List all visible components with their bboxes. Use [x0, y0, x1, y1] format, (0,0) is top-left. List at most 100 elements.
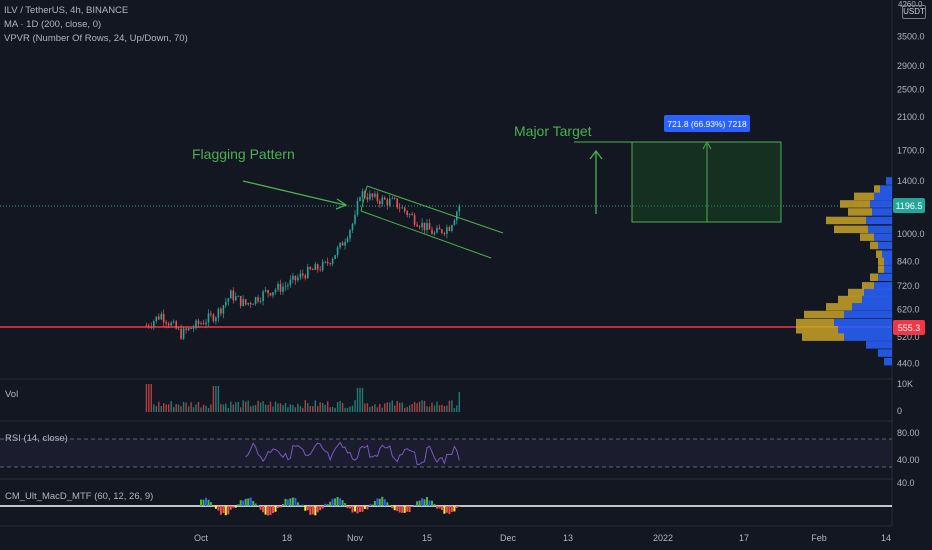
macd-bar: [262, 506, 265, 513]
candle: [344, 238, 346, 250]
price-axis[interactable]: 3500.0 2900.0 2500.0 2100.0 1700.0 1400.0 1000…: [897, 31, 925, 368]
volume-bar: [359, 388, 361, 412]
macd-bar: [423, 499, 426, 506]
candle: [339, 242, 341, 250]
macd-bar: [247, 498, 250, 506]
macd-bar: [445, 506, 448, 513]
legend-symbol[interactable]: ILV / TetherUS, 4h, BINANCE: [4, 5, 128, 16]
volume-bar: [267, 404, 269, 412]
flag-arrow[interactable]: [242, 180, 348, 210]
target-arrow[interactable]: [589, 149, 603, 214]
candle: [423, 222, 426, 235]
volume-bar: [456, 405, 458, 412]
macd-bar: [259, 506, 262, 510]
time-axis[interactable]: Oct 18 Nov 15 Dec 13 2022 17 Feb 14: [194, 533, 891, 543]
volume-bar: [210, 404, 212, 412]
volume-bar: [453, 408, 456, 412]
macd-bar: [408, 506, 411, 512]
macd-bar: [279, 506, 282, 508]
candle: [458, 203, 461, 217]
volume-bar: [222, 404, 225, 412]
volume-bar: [250, 406, 252, 412]
macd-bar: [436, 506, 438, 509]
flag-channel[interactable]: [360, 185, 504, 259]
macd-bar: [207, 499, 210, 506]
candle: [145, 322, 148, 327]
candle: [177, 327, 180, 331]
volume-bar: [406, 407, 408, 412]
candle: [416, 221, 418, 227]
vpvr-row: [796, 326, 892, 334]
legend-vpvr[interactable]: VPVR (Number Of Rows, 24, Up/Down, 70): [4, 33, 188, 44]
volume-bar: [391, 400, 393, 412]
macd-bar: [232, 506, 235, 508]
candle: [222, 304, 225, 319]
volume-bar: [396, 400, 398, 412]
macd-bar: [301, 504, 304, 506]
target-range-box[interactable]: [631, 140, 782, 223]
legend-ma[interactable]: MA · 1D (200, close, 0): [4, 19, 101, 30]
price-tick-label: 620.0: [897, 304, 920, 314]
vpvr-row: [840, 200, 892, 208]
macd-bar: [448, 506, 451, 514]
volume-bar: [307, 403, 309, 412]
price-tick-label: 3500.0: [897, 31, 925, 41]
volume-bar: [264, 404, 267, 412]
candle: [205, 318, 207, 329]
candle: [215, 315, 217, 325]
candle: [369, 190, 371, 201]
volume-bar: [351, 405, 354, 412]
macd-bar: [406, 506, 409, 512]
volume-bar: [227, 407, 229, 412]
macd-bar: [443, 506, 446, 514]
candle: [220, 307, 222, 317]
volume-bar: [394, 405, 396, 412]
volume-bar: [411, 404, 413, 412]
macd-bar: [252, 500, 255, 506]
candle: [239, 295, 242, 309]
volume-profile: [796, 177, 892, 366]
candle: [346, 235, 349, 244]
volume-bar: [324, 404, 326, 412]
candle: [162, 309, 165, 327]
candle: [326, 257, 329, 266]
volume-bar: [404, 407, 406, 412]
volume-bar: [436, 401, 438, 412]
volume-bar: [195, 404, 197, 412]
macd-bar: [227, 506, 230, 515]
volume-bar: [384, 403, 386, 412]
volume-bar: [314, 400, 316, 412]
volume-bar: [418, 401, 421, 412]
macd-bar: [264, 506, 267, 515]
macd-bar: [428, 500, 431, 506]
volume-bar: [336, 402, 339, 412]
vpvr-row: [870, 241, 892, 250]
candle: [376, 191, 379, 204]
candle: [316, 263, 319, 273]
candle: [307, 263, 309, 279]
volume-bar: [304, 400, 306, 412]
macd-bar: [398, 506, 401, 513]
volume-bar: [361, 388, 364, 412]
macd-bar: [269, 506, 272, 516]
volume-bar: [441, 404, 443, 412]
macd-bar: [388, 505, 391, 506]
volume-bar: [331, 406, 334, 412]
candle: [242, 295, 244, 307]
vpvr-row: [884, 357, 892, 366]
volume-bars: [145, 384, 460, 412]
macd-histogram: [200, 496, 461, 516]
price-tick-label: 1000.0: [897, 229, 925, 239]
currency-badge[interactable]: USDT: [902, 5, 926, 19]
vpvr-row: [802, 333, 892, 341]
volume-bar: [428, 406, 431, 412]
volume-bar: [207, 408, 210, 412]
macd-bar: [316, 506, 319, 513]
volume-bar: [309, 406, 311, 412]
candle: [436, 225, 438, 234]
candle: [393, 196, 396, 200]
candle: [274, 288, 277, 295]
candle: [292, 272, 294, 284]
vpvr-row: [860, 233, 892, 241]
